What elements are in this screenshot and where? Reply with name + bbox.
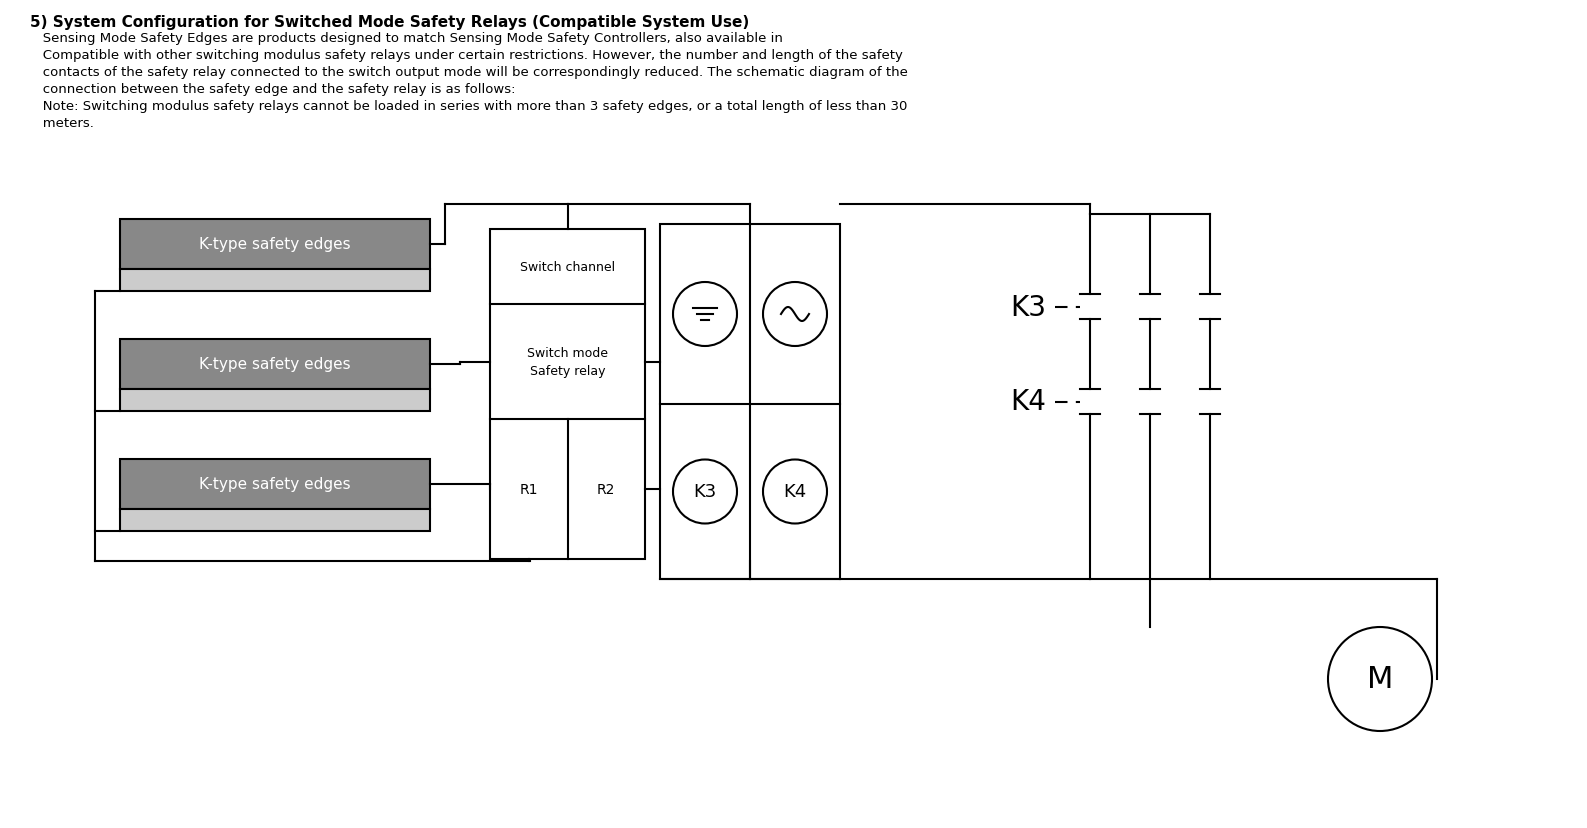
Bar [121,219,430,270]
Text: R1: R1 [519,483,538,497]
Text: K4: K4 [784,483,806,501]
Bar [121,460,430,509]
Text: meters.: meters. [30,117,94,130]
Text: M: M [1366,665,1393,694]
Text: connection between the safety edge and the safety relay is as follows:: connection between the safety edge and t… [30,83,516,96]
Text: R2: R2 [597,483,616,497]
Text: K4: K4 [1009,388,1046,416]
Bar [121,270,430,291]
Text: K-type safety edges: K-type safety edges [200,477,351,492]
Bar [660,224,840,580]
Bar [121,389,430,412]
Text: K-type safety edges: K-type safety edges [200,237,351,253]
Bar [121,339,430,389]
Bar [121,509,430,532]
Text: 5) System Configuration for Switched Mode Safety Relays (Compatible System Use): 5) System Configuration for Switched Mod… [30,15,749,30]
Text: Switch channel: Switch channel [521,261,616,274]
Text: Compatible with other switching modulus safety relays under certain restrictions: Compatible with other switching modulus … [30,49,903,62]
Text: K3: K3 [1009,293,1046,321]
Bar [490,229,644,560]
Text: contacts of the safety relay connected to the switch output mode will be corresp: contacts of the safety relay connected t… [30,66,908,79]
Text: K3: K3 [694,483,717,501]
Text: Note: Switching modulus safety relays cannot be loaded in series with more than : Note: Switching modulus safety relays ca… [30,100,908,113]
Text: Switch mode
Safety relay: Switch mode Safety relay [527,347,608,378]
Text: K-type safety edges: K-type safety edges [200,357,351,372]
Text: Sensing Mode Safety Edges are products designed to match Sensing Mode Safety Con: Sensing Mode Safety Edges are products d… [30,32,782,45]
